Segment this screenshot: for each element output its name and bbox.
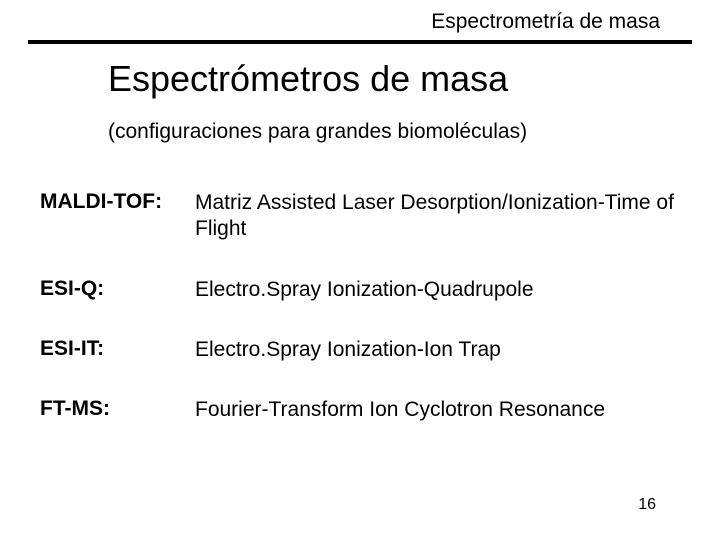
definition-desc: Fourier-Transform Ion Cyclotron Resonanc… bbox=[195, 397, 680, 423]
definition-row: MALDI-TOF: Matriz Assisted Laser Desorpt… bbox=[40, 190, 680, 243]
definitions-list: MALDI-TOF: Matriz Assisted Laser Desorpt… bbox=[0, 144, 720, 423]
definition-row: ESI-Q: Electro.Spray Ionization-Quadrupo… bbox=[40, 277, 680, 303]
definition-term: FT-MS: bbox=[40, 397, 195, 421]
page-number: 16 bbox=[638, 496, 656, 514]
header-label: Espectrometría de masa bbox=[0, 0, 720, 40]
definition-desc: Electro.Spray Ionization-Quadrupole bbox=[195, 277, 680, 303]
definition-row: FT-MS: Fourier-Transform Ion Cyclotron R… bbox=[40, 397, 680, 423]
subtitle: (configuraciones para grandes biomolécul… bbox=[0, 108, 720, 144]
definition-term: ESI-Q: bbox=[40, 277, 195, 301]
slide: Espectrometría de masa Espectrómetros de… bbox=[0, 0, 720, 540]
definition-desc: Matriz Assisted Laser Desorption/Ionizat… bbox=[195, 190, 680, 243]
definition-row: ESI-IT: Electro.Spray Ionization-Ion Tra… bbox=[40, 337, 680, 363]
definition-desc: Electro.Spray Ionization-Ion Trap bbox=[195, 337, 680, 363]
page-title: Espectrómetros de masa bbox=[0, 44, 720, 108]
definition-term: MALDI-TOF: bbox=[40, 190, 195, 214]
definition-term: ESI-IT: bbox=[40, 337, 195, 361]
